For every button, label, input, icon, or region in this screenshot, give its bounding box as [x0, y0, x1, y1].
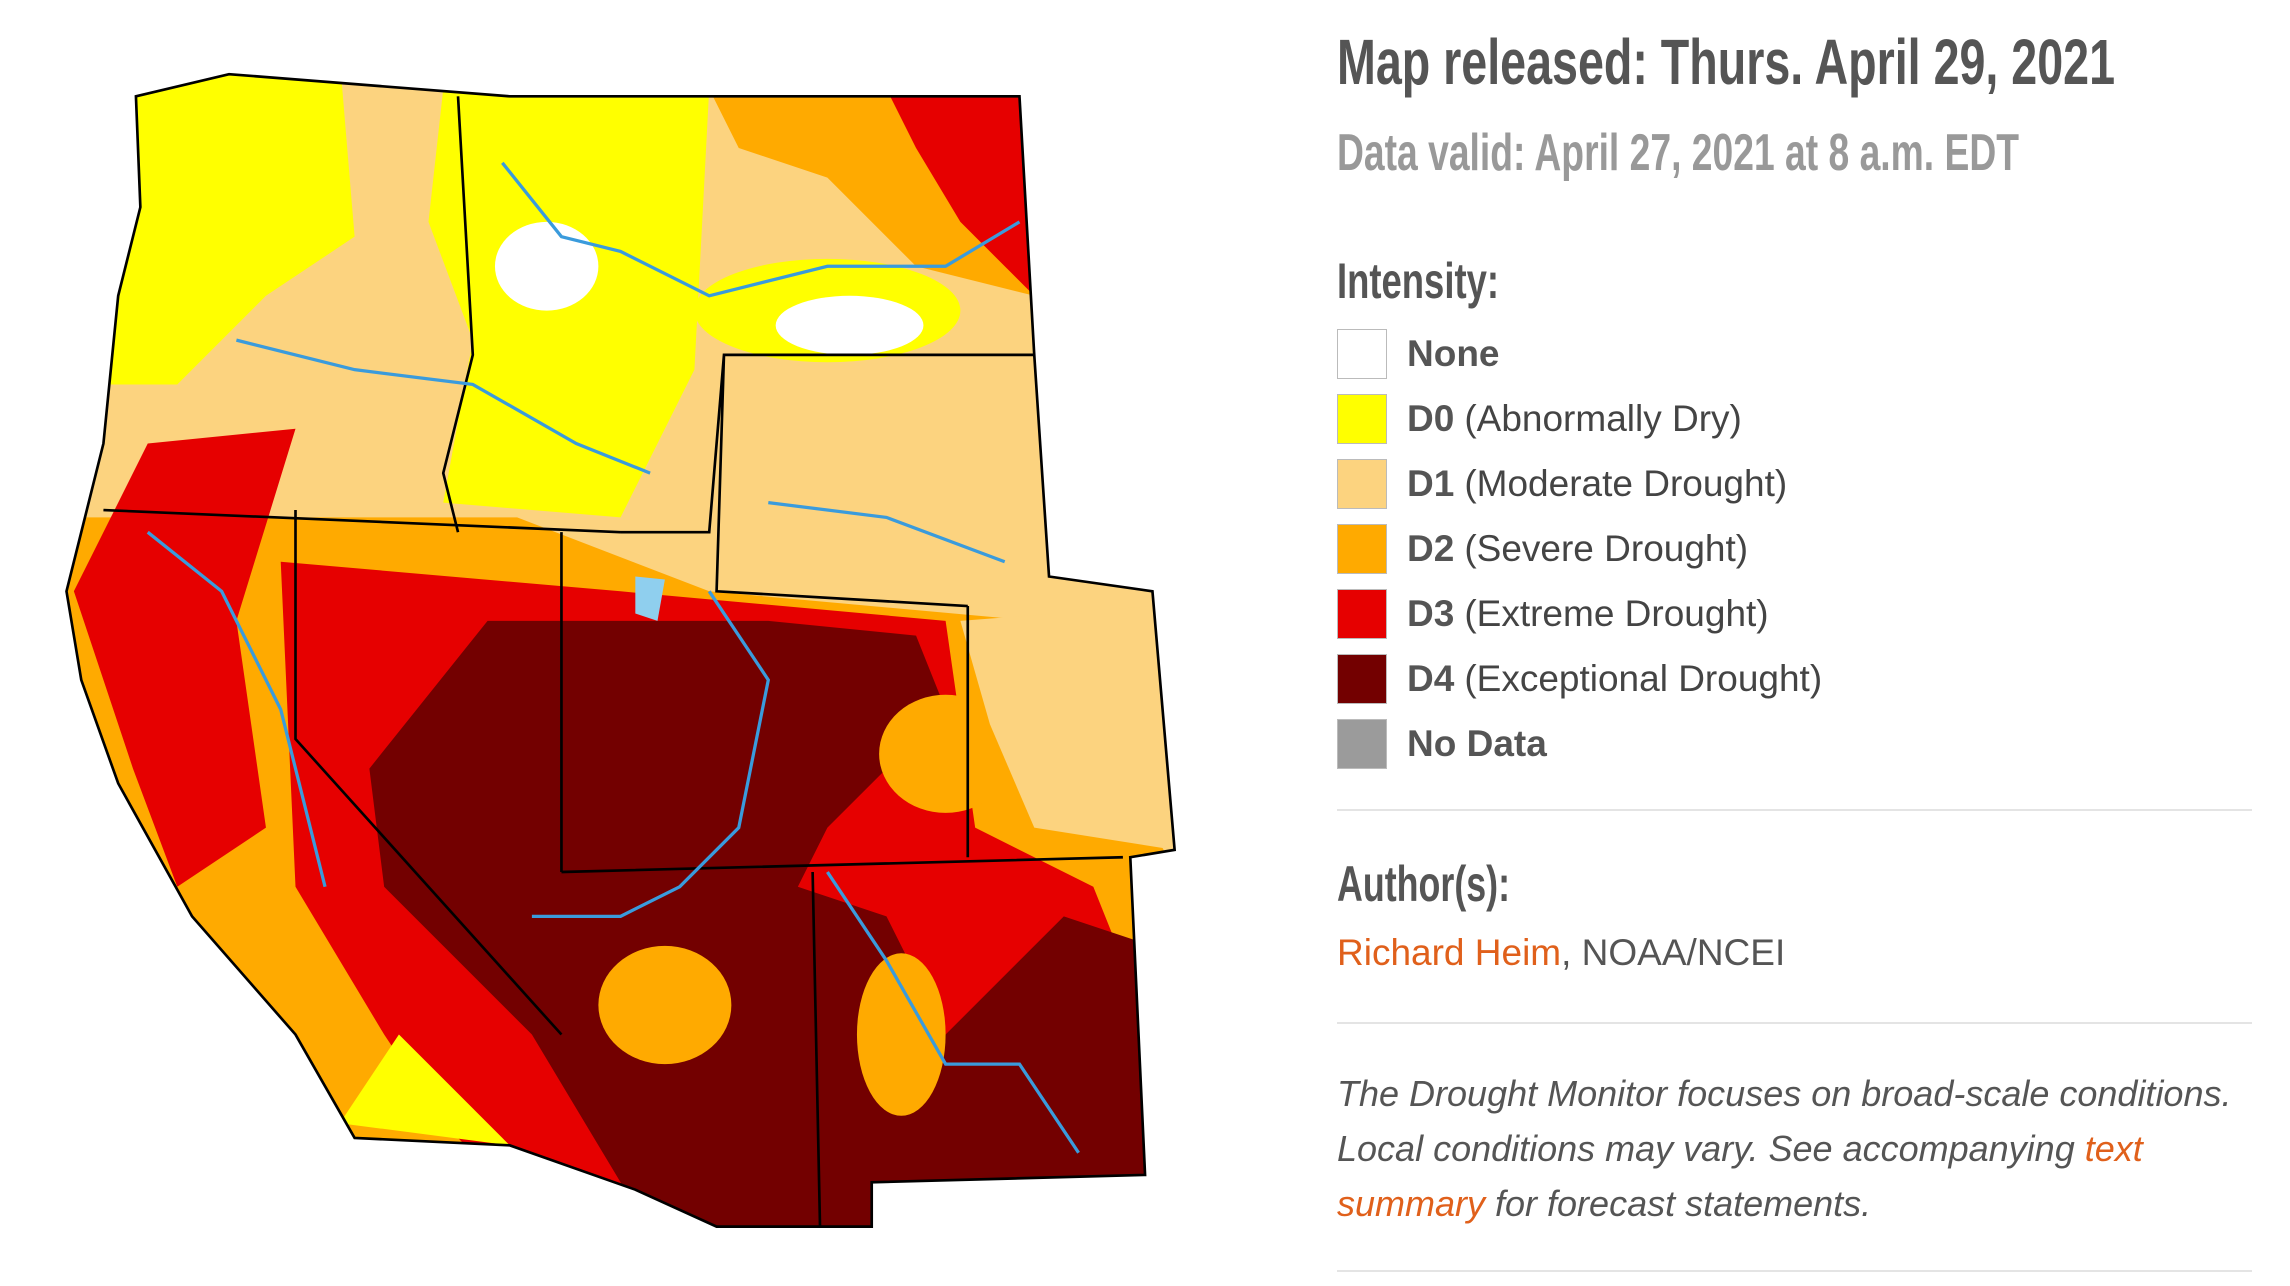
author-heading: Author(s):: [1337, 856, 1510, 912]
legend-item: D2 (Severe Drought): [1337, 523, 1748, 575]
author-affiliation: , NOAA/NCEI: [1561, 932, 1786, 973]
rivers: [146, 161, 1080, 1154]
separator: [1337, 809, 2252, 811]
legend-label: (Abnormally Dry): [1464, 398, 1742, 439]
legend-swatch: [1337, 459, 1387, 509]
legend-code: None: [1407, 333, 1500, 374]
release-date: Map released: Thurs. April 29, 2021: [1337, 26, 2115, 98]
author-link[interactable]: Richard Heim: [1337, 932, 1562, 973]
separator: [1337, 1270, 2252, 1272]
legend-code: D1: [1407, 463, 1455, 504]
author-title: Author(s):: [1337, 856, 1510, 912]
legend-title: Intensity:: [1337, 253, 1499, 309]
note: The Drought Monitor focuses on broad-sca…: [1337, 1066, 2257, 1231]
legend-label: (Extreme Drought): [1464, 593, 1769, 634]
author-line: Richard Heim, NOAA/NCEI: [1337, 932, 1785, 974]
legend-item: D1 (Moderate Drought): [1337, 458, 1787, 510]
note-text: The Drought Monitor focuses on broad-sca…: [1337, 1073, 2232, 1169]
legend-swatch: [1337, 654, 1387, 704]
legend-code: D0: [1407, 398, 1455, 439]
legend-label: (Moderate Drought): [1464, 463, 1788, 504]
valid-date: Data valid: April 27, 2021 at 8 a.m. EDT: [1337, 124, 2019, 182]
legend-item: D4 (Exceptional Drought): [1337, 653, 1822, 705]
legend-code: D4: [1407, 658, 1455, 699]
great-salt-lake: [635, 576, 665, 621]
legend-swatch: [1337, 329, 1387, 379]
legend-item: D0 (Abnormally Dry): [1337, 393, 1742, 445]
legend-item: D3 (Extreme Drought): [1337, 588, 1769, 640]
legend-code: D3: [1407, 593, 1455, 634]
drought-map: [65, 72, 1177, 1228]
legend-label: (Exceptional Drought): [1464, 658, 1823, 699]
note-text: for forecast statements.: [1485, 1183, 1872, 1224]
header: Map released: Thurs. April 29, 2021 Data…: [1337, 26, 2115, 309]
legend-item: No Data: [1337, 718, 1557, 770]
legend-swatch: [1337, 394, 1387, 444]
legend-label: (Severe Drought): [1464, 528, 1749, 569]
legend-swatch: [1337, 524, 1387, 574]
drought-areas: [66, 74, 1175, 1227]
legend-code: No Data: [1407, 723, 1547, 764]
legend-swatch: [1337, 719, 1387, 769]
state-borders: [65, 72, 1177, 1228]
separator: [1337, 1022, 2252, 1024]
legend-swatch: [1337, 589, 1387, 639]
legend-item: None: [1337, 328, 1510, 380]
legend-code: D2: [1407, 528, 1455, 569]
summary-link[interactable]: text summary: [1337, 1128, 2143, 1224]
